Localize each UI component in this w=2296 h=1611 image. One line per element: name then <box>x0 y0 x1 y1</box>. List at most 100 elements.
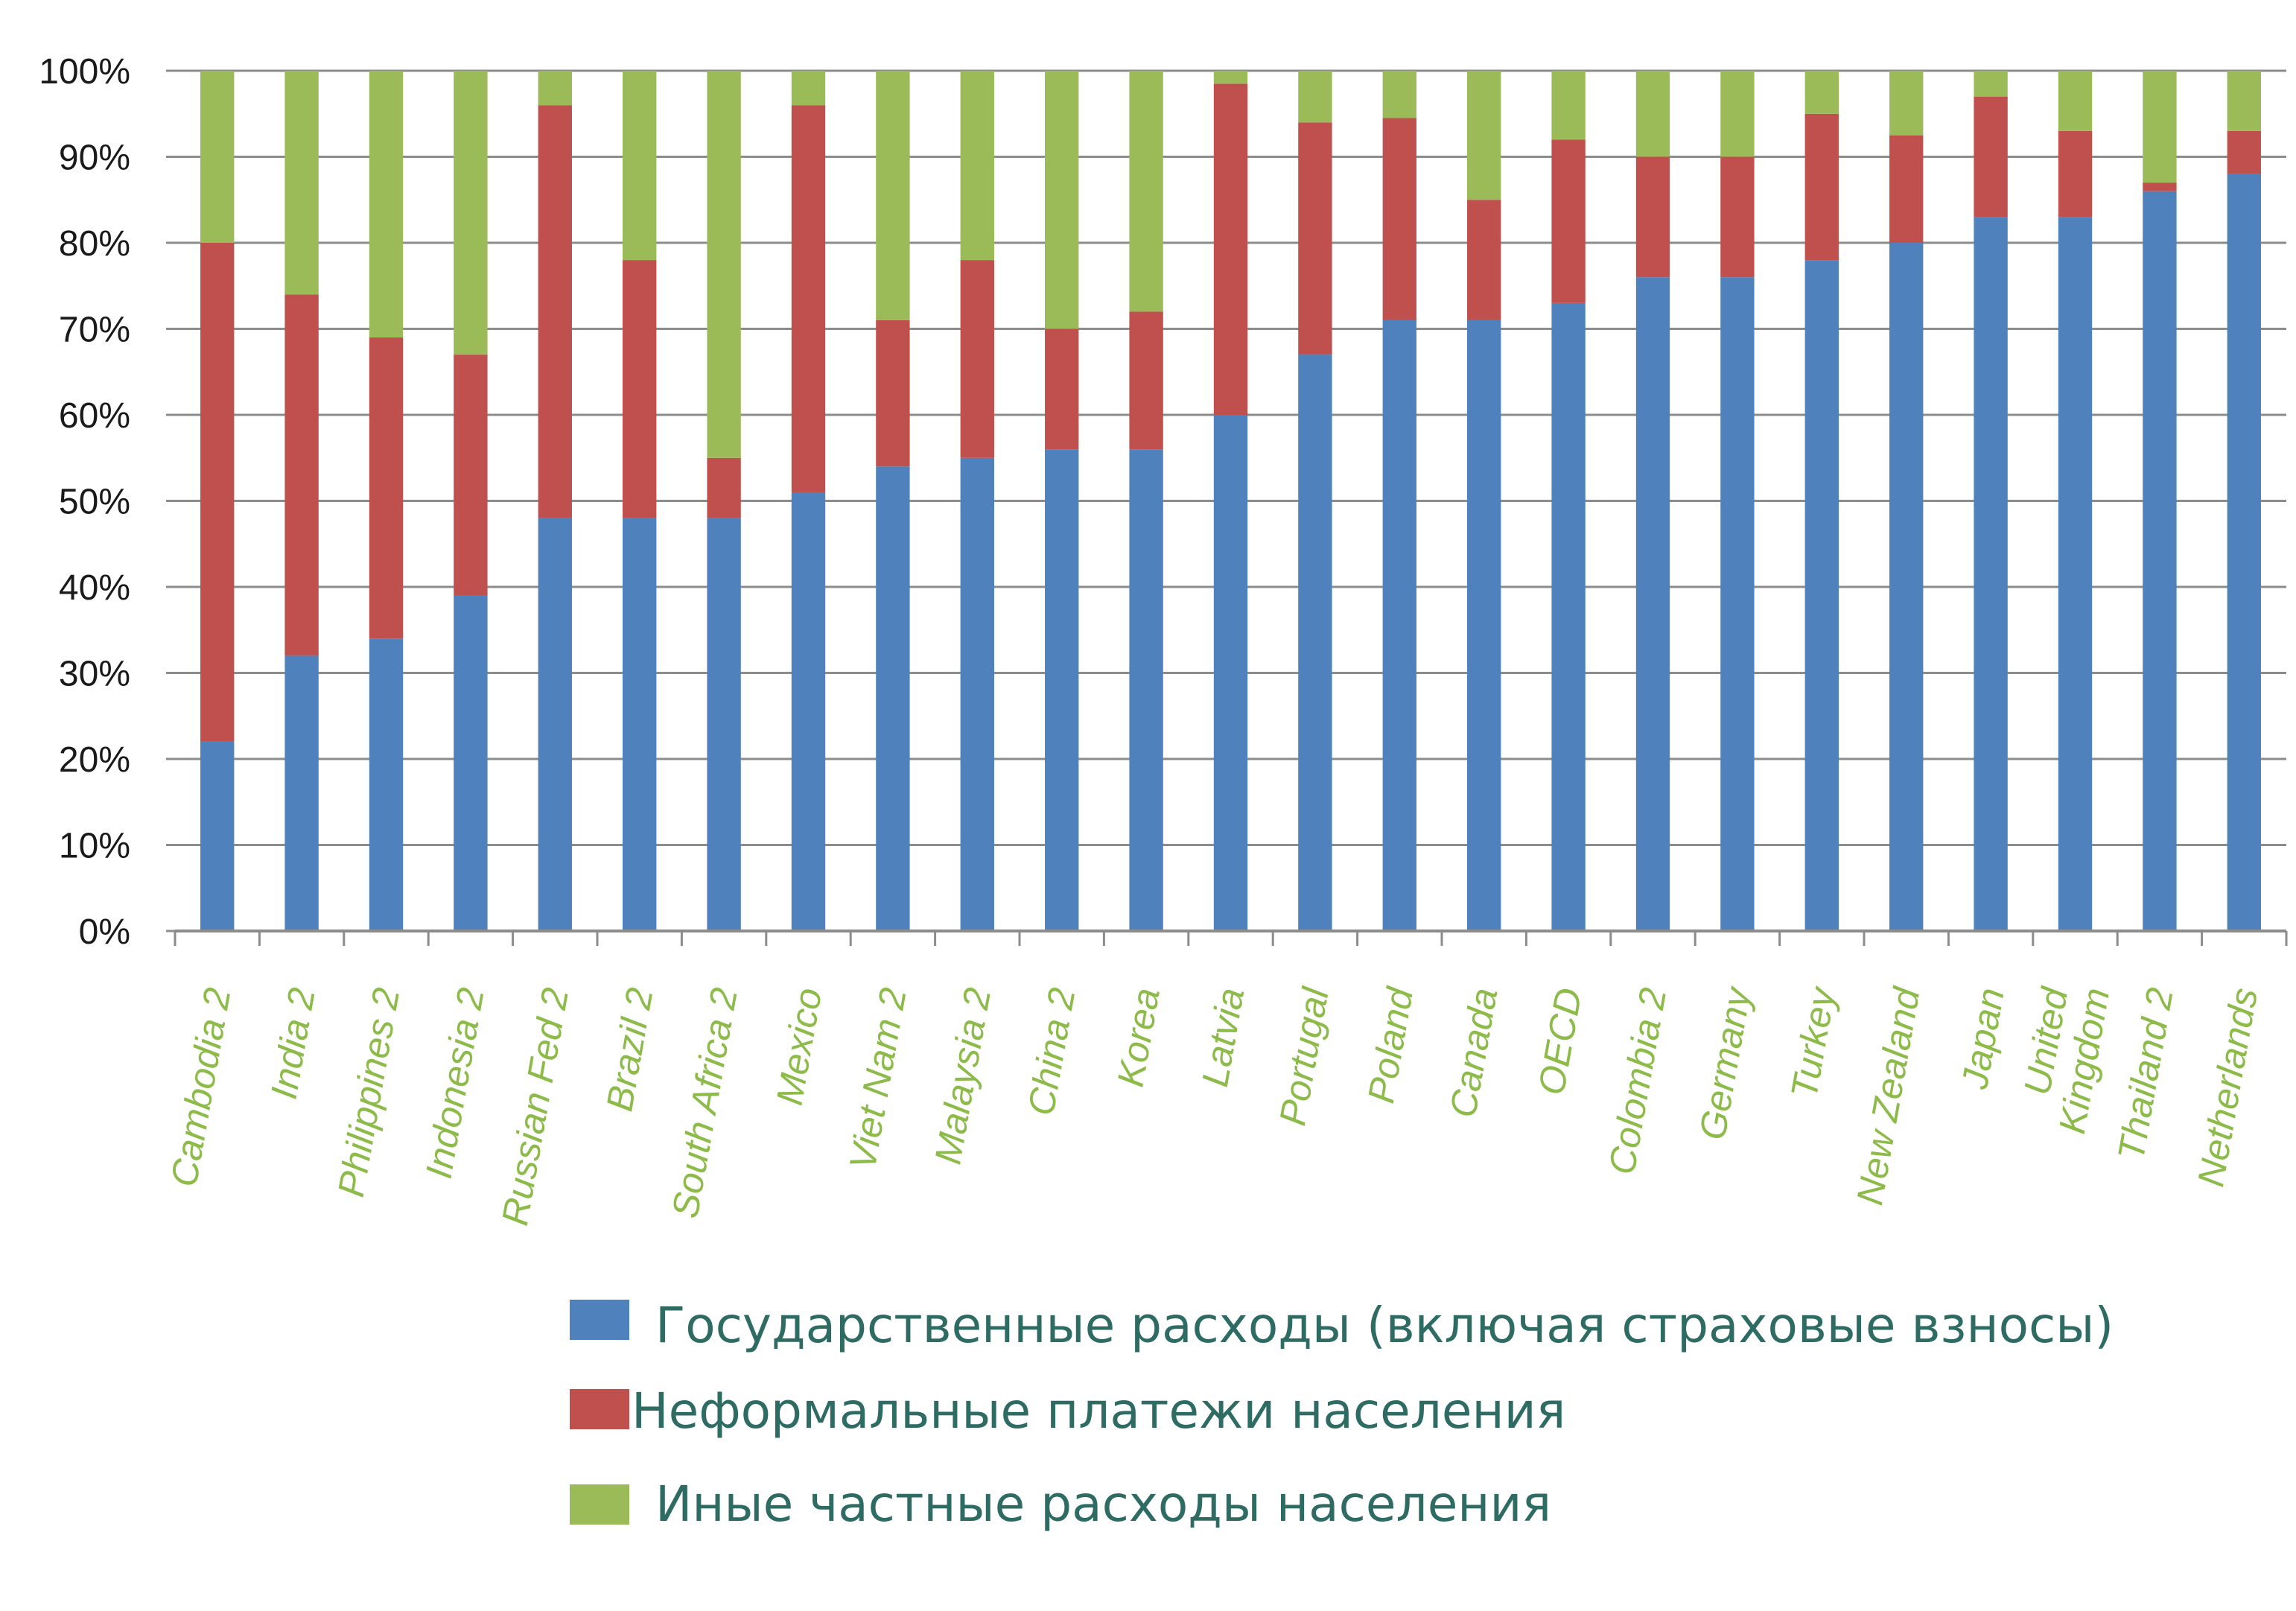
legend-item-other-private: Иные частные расходы населения <box>570 1475 1551 1533</box>
bar-segment <box>1804 113 1839 261</box>
legend-swatch-other-private <box>570 1484 629 1525</box>
bar-segment <box>707 457 741 518</box>
y-tick-label: 60% <box>59 396 130 436</box>
bar-segment <box>454 595 488 931</box>
category-label: Viet Nam 2 <box>842 985 915 1173</box>
axes <box>174 930 2288 946</box>
category-label: Korea <box>1110 985 1168 1090</box>
category-label: Canada <box>1442 985 1506 1120</box>
category-label: Portugal <box>1271 983 1337 1128</box>
category-label: Brazil 2 <box>598 985 661 1114</box>
bar-segment <box>2227 71 2261 131</box>
bar-segment <box>1382 320 1416 931</box>
bar-segment <box>1804 71 1839 114</box>
bar-segment <box>538 105 572 518</box>
category-label: Cambodia 2 <box>163 985 239 1189</box>
legend: Государственные расходы (включая страхов… <box>570 1297 2114 1533</box>
legend-item-public: Государственные расходы (включая страхов… <box>570 1297 2114 1354</box>
bar-segment <box>876 320 910 467</box>
bar-segment <box>2227 130 2261 174</box>
bar-segment <box>1635 156 1670 278</box>
bar-segment <box>1551 71 1586 140</box>
bar-segment <box>876 71 910 320</box>
bar-segment <box>1635 71 1670 157</box>
y-tick-label: 70% <box>59 311 130 350</box>
legend-label-public: Государственные расходы (включая страхов… <box>655 1297 2114 1354</box>
bar-segment <box>1045 328 1079 450</box>
bar-segment <box>1889 243 1924 931</box>
bar-segment <box>791 105 826 492</box>
bar-segment <box>1720 71 1755 157</box>
legend-label-informal: Неформальные платежи населения <box>632 1382 1565 1440</box>
y-tick-label: 90% <box>59 139 130 178</box>
bar-segment <box>1467 71 1501 200</box>
bar-segment <box>707 71 741 458</box>
bar-segment <box>1889 135 1924 243</box>
bar-segment <box>200 741 235 931</box>
bar-segment <box>791 492 826 931</box>
bar-segment <box>1974 217 2008 932</box>
bar-segment <box>454 355 488 596</box>
bar-segment <box>2058 71 2093 131</box>
bar-segment <box>1804 260 1839 932</box>
category-label: Malaysia 2 <box>926 985 999 1167</box>
bar-segment <box>1213 415 1248 931</box>
y-tick-label: 40% <box>59 568 130 608</box>
category-label: Netherlands <box>2190 985 2265 1189</box>
bar-segment <box>454 71 488 355</box>
category-label: Mexico <box>769 985 830 1108</box>
bar-segment <box>876 466 910 931</box>
bar-segment <box>1045 449 1079 931</box>
bar-segment <box>1129 449 1163 931</box>
category-label: Latvia <box>1194 985 1252 1090</box>
category-label: India 2 <box>263 985 323 1102</box>
bar-segment <box>200 71 235 243</box>
bar-segment <box>1467 200 1501 320</box>
bar-segment <box>960 260 994 458</box>
bar-segment <box>1551 302 1586 932</box>
bar-segment <box>1213 71 1248 84</box>
bar-segment <box>369 337 404 639</box>
bar-segment <box>2143 182 2177 191</box>
legend-swatch-informal <box>570 1389 629 1429</box>
legend-swatch-public <box>570 1300 629 1340</box>
bar-segment <box>538 71 572 106</box>
bar-segment <box>1551 139 1586 303</box>
bar-segment <box>707 518 741 931</box>
y-tick-label: 0% <box>79 912 130 952</box>
bar-segment <box>1382 118 1416 320</box>
y-tick-label: 100% <box>39 52 130 92</box>
bar-segment <box>1129 311 1163 450</box>
bar-segment <box>2143 191 2177 931</box>
bar-segment <box>1298 122 1332 355</box>
y-tick-label: 20% <box>59 740 130 780</box>
category-label: Colombia 2 <box>1600 985 1674 1178</box>
bar-segment <box>960 457 994 931</box>
category-label: Turkey <box>1783 982 1844 1102</box>
bar-segment <box>2058 130 2093 217</box>
category-label: New Zealand <box>1848 983 1928 1208</box>
bar-segment <box>284 655 319 931</box>
bar-segment <box>284 71 319 295</box>
bar-segment <box>1974 71 2008 97</box>
legend-item-informal: Неформальные платежи населения <box>570 1382 1565 1440</box>
category-labels: Cambodia 2 India 2 Philippines 2 Indonesia … <box>163 982 2266 1228</box>
category-label: Russian Fed 2 <box>494 985 576 1228</box>
bar-segment <box>1889 71 1924 136</box>
legend-label-other-private: Иные частные расходы населения <box>655 1475 1551 1533</box>
bar-segment <box>369 638 404 931</box>
bar-segment <box>2058 217 2093 932</box>
bar-segment <box>791 71 826 106</box>
category-label: South Africa 2 <box>664 985 745 1221</box>
bar-segment <box>1467 320 1501 931</box>
bar-segment <box>538 518 572 931</box>
bar-segment <box>284 294 319 656</box>
bar-segment <box>200 243 235 742</box>
y-tick-labels: 0% 10% 20% 30% 40% 50% 60% 70% 80% 90% 100% <box>39 52 130 952</box>
bar-segment <box>1213 83 1248 415</box>
category-label: Philippines 2 <box>330 985 407 1200</box>
bar-segment <box>1974 96 2008 217</box>
bar-segment <box>1045 71 1079 329</box>
